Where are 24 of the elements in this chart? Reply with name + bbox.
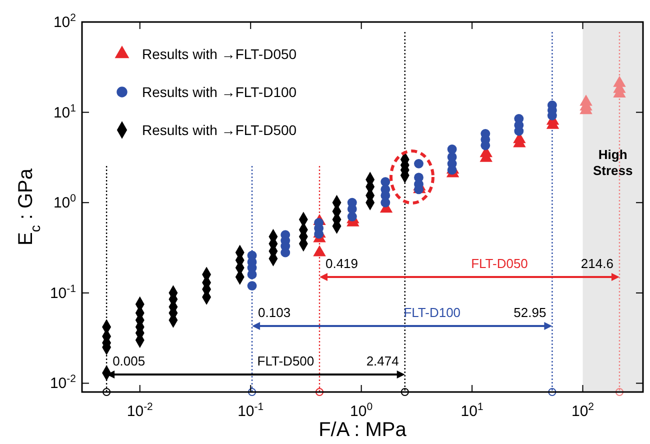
y-tick-label: 10$^{2}$ <box>53 12 76 31</box>
band-label: High Stress <box>593 146 633 178</box>
y-tick-label: 10$^{-1}$ <box>50 282 76 302</box>
legend-label: Results with →FLT-D100 <box>142 84 297 100</box>
annotation: 2.474 <box>366 353 399 368</box>
annotation: 0.419 <box>326 256 358 272</box>
annotation: 214.6 <box>580 256 614 272</box>
y-tick-label: 10$^{1}$ <box>53 102 76 122</box>
x-axis-title: F/A : MPa <box>318 419 408 441</box>
annotation: FLT-D500 <box>257 353 314 368</box>
y-tick-label: 10$^{0}$ <box>53 192 76 212</box>
x-tick-label: 10$^{2}$ <box>571 401 594 420</box>
annotation: 0.005 <box>112 353 146 368</box>
x-tick-label: 10$^{0}$ <box>350 401 373 420</box>
x-tick-label: 10$^{-1}$ <box>238 401 264 420</box>
x-tick-label: 10$^{1}$ <box>460 401 484 420</box>
annotation: 0.103 <box>258 305 291 320</box>
annotation: 52.95 <box>514 305 546 320</box>
annotation: FLT-D050 <box>471 256 528 272</box>
legend-label: Results with →FLT-D050 <box>142 46 297 62</box>
legend-label: Results with →FLT-D500 <box>142 122 297 138</box>
x-tick-label: 10$^{-2}$ <box>126 401 154 420</box>
annotation: FLT-D100 <box>404 305 461 320</box>
y-tick-label: 10$^{-2}$ <box>50 373 76 392</box>
